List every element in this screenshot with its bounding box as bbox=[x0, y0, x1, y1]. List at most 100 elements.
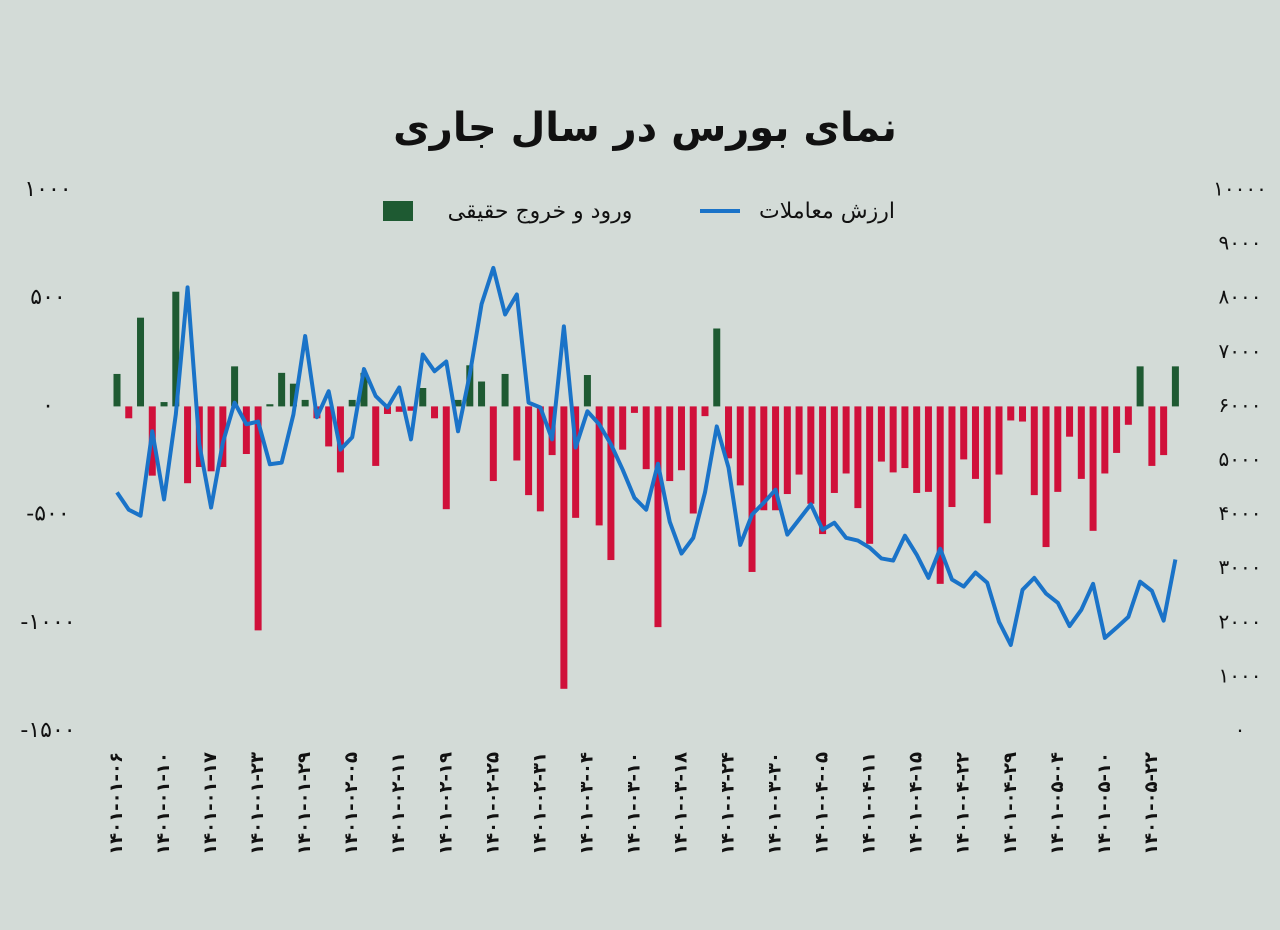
legend-label: ارزش معاملات bbox=[759, 199, 895, 224]
bar bbox=[901, 406, 909, 469]
bar bbox=[478, 381, 486, 407]
bar bbox=[536, 406, 544, 512]
bar bbox=[1171, 366, 1179, 407]
bar bbox=[677, 406, 685, 471]
bar bbox=[160, 402, 168, 407]
bar bbox=[560, 406, 568, 689]
y-tick-label: -۵۰۰ bbox=[26, 502, 69, 527]
x-tick-label: ۱۴۰۱-۰۴-۲۹ bbox=[1000, 752, 1021, 855]
bar bbox=[689, 406, 697, 514]
bar bbox=[466, 365, 474, 407]
x-tick-label: ۱۴۰۱-۰۵-۲۲ bbox=[1141, 752, 1162, 855]
bar bbox=[1124, 406, 1132, 425]
bar bbox=[231, 366, 239, 407]
line bbox=[115, 265, 1178, 647]
x-tick-label: ۱۴۰۱-۰۱-۲۹ bbox=[294, 752, 315, 855]
y-tick-label: ۱۰۰۰ bbox=[24, 177, 71, 202]
x-tick-label: ۱۴۰۱-۰۲-۰۵ bbox=[341, 752, 362, 855]
bar bbox=[995, 406, 1003, 475]
bar bbox=[1113, 406, 1121, 453]
bar bbox=[971, 406, 979, 479]
bar bbox=[701, 406, 709, 417]
bar bbox=[336, 406, 344, 473]
bar bbox=[877, 406, 885, 462]
bar bbox=[360, 372, 368, 407]
bar bbox=[1148, 406, 1156, 466]
bar bbox=[325, 406, 333, 447]
bar bbox=[454, 399, 462, 407]
bar bbox=[713, 328, 721, 407]
bar bbox=[830, 406, 838, 493]
bar bbox=[372, 406, 380, 466]
x-tick-label: ۱۴۰۱-۰۱-۱۰ bbox=[153, 752, 174, 855]
y2-tick-label: ۲۰۰۰ bbox=[1219, 609, 1262, 633]
bar bbox=[654, 406, 662, 628]
x-tick-label: ۱۴۰۱-۰۱-۲۳ bbox=[247, 752, 268, 855]
bar bbox=[725, 406, 733, 459]
x-tick-label: ۱۴۰۱-۰۲-۲۵ bbox=[482, 752, 503, 855]
bar bbox=[983, 406, 991, 524]
y2-tick-label: ۴۰۰۰ bbox=[1219, 501, 1262, 525]
bar bbox=[1160, 406, 1168, 456]
y-tick-label: -۱۵۰۰ bbox=[20, 718, 75, 743]
bar bbox=[125, 406, 133, 419]
bar bbox=[137, 317, 145, 407]
x-tick-label: ۱۴۰۱-۰۲-۳۱ bbox=[529, 752, 550, 855]
bar bbox=[819, 406, 827, 535]
bar bbox=[431, 406, 439, 419]
x-tick-label: ۱۴۰۱-۰۱-۰۶ bbox=[106, 752, 127, 855]
bar bbox=[242, 406, 250, 455]
bar bbox=[866, 406, 874, 544]
y2-tick-label: ۱۰۰۰۰ bbox=[1213, 177, 1267, 201]
bar bbox=[207, 406, 215, 472]
y2-tick-label: ۵۰۰۰ bbox=[1219, 447, 1262, 471]
bar bbox=[348, 399, 356, 407]
bar bbox=[1066, 406, 1074, 437]
bar bbox=[572, 406, 580, 518]
x-tick-label: ۱۴۰۱-۰۳-۳۰ bbox=[765, 752, 786, 855]
bar bbox=[1030, 406, 1038, 496]
bar bbox=[172, 291, 180, 407]
bar bbox=[501, 373, 509, 407]
y-tick-label: ۵۰۰ bbox=[30, 285, 65, 310]
bar bbox=[254, 406, 262, 631]
bar bbox=[419, 388, 427, 407]
y2-tick-label: ۷۰۰۰ bbox=[1219, 339, 1262, 363]
bar bbox=[842, 406, 850, 474]
y-tick-label: -۱۰۰۰ bbox=[20, 610, 75, 635]
bar bbox=[607, 406, 615, 561]
bar bbox=[948, 406, 956, 508]
bar bbox=[289, 383, 297, 407]
bar bbox=[595, 406, 603, 526]
bar bbox=[1054, 406, 1062, 492]
bar bbox=[619, 406, 627, 450]
bar bbox=[760, 406, 768, 511]
y2-tick-label: ۱۰۰۰ bbox=[1219, 663, 1262, 687]
bar bbox=[407, 406, 415, 411]
bar bbox=[278, 372, 286, 407]
x-tick-label: ۱۴۰۱-۰۴-۱۱ bbox=[859, 752, 880, 855]
x-tick-label: ۱۴۰۱-۰۴-۰۵ bbox=[812, 752, 833, 855]
y2-tick-label: ۳۰۰۰ bbox=[1219, 555, 1262, 579]
bar bbox=[889, 406, 897, 473]
bar bbox=[748, 406, 756, 572]
y2-tick-label: ۹۰۰۰ bbox=[1219, 231, 1262, 255]
legend-swatch bbox=[383, 201, 413, 221]
bar bbox=[936, 406, 944, 584]
bar bbox=[630, 406, 638, 413]
bar bbox=[1089, 406, 1097, 531]
bar bbox=[924, 406, 932, 492]
bar bbox=[913, 406, 921, 493]
bar bbox=[1019, 406, 1027, 422]
bar bbox=[960, 406, 968, 460]
bar bbox=[1077, 406, 1085, 479]
bar bbox=[489, 406, 497, 482]
x-tick-label: ۱۴۰۱-۰۱-۱۷ bbox=[200, 752, 221, 855]
bar bbox=[666, 406, 674, 482]
bar bbox=[113, 373, 121, 407]
bar bbox=[442, 406, 450, 510]
bar bbox=[383, 406, 391, 414]
bar bbox=[1007, 406, 1015, 421]
bar bbox=[301, 399, 309, 407]
